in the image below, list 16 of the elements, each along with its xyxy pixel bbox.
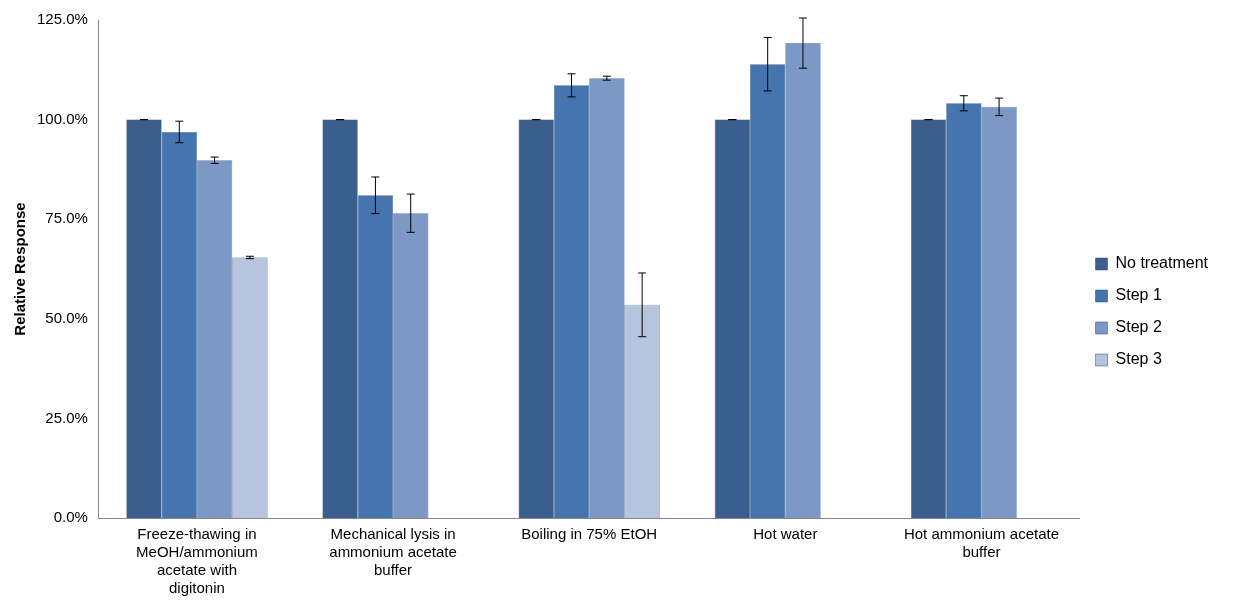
legend-label: Step 3 — [1115, 350, 1162, 368]
x-tick-label: Freeze-thawing in MeOH/ammonium acetate with digitonin — [136, 525, 258, 597]
x-tick-label: Boiling in 75% EtOH — [521, 525, 658, 543]
legend-label: Step 2 — [1115, 318, 1162, 336]
y-tick-label: 0.0% — [53, 508, 88, 526]
y-axis-title: Relative Response — [11, 202, 29, 336]
y-tick-label: 125.0% — [37, 10, 88, 28]
x-tick-label: Mechanical lysis in ammonium acetate buffer — [329, 525, 457, 579]
y-tick-label: 50.0% — [45, 308, 88, 326]
legend-label: No treatment — [1115, 254, 1209, 272]
y-tick-label: 100.0% — [37, 109, 88, 127]
x-tick-label: Hot water — [753, 525, 818, 543]
legend-label: Step 1 — [1115, 286, 1162, 304]
y-tick-label: 25.0% — [45, 408, 88, 426]
x-tick-label: Hot ammonium acetate buffer — [903, 525, 1059, 561]
y-tick-label: 75.0% — [45, 209, 88, 227]
